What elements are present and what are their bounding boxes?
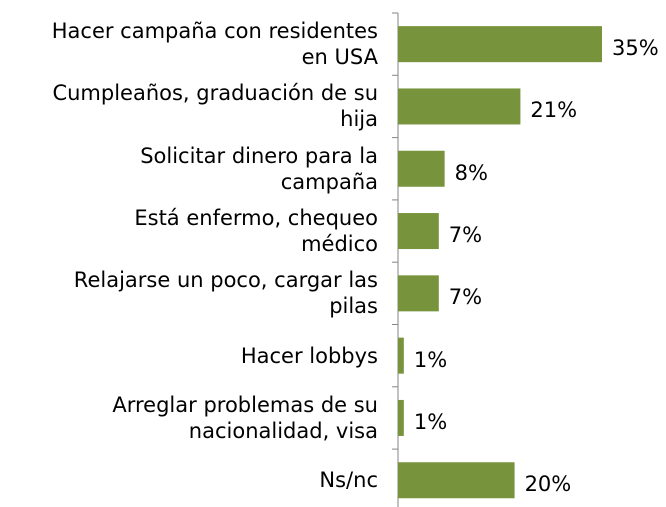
bar (398, 462, 515, 499)
bar (398, 275, 439, 312)
category-label: Ns/nc (319, 468, 378, 493)
data-label: 20% (524, 472, 572, 497)
bar (398, 337, 404, 374)
category-label: Está enfermo, chequeo médico (134, 206, 378, 257)
bar (398, 213, 439, 250)
data-label: 35% (612, 36, 659, 61)
data-label: 21% (530, 98, 578, 123)
data-label: 1% (413, 347, 448, 372)
category-label: Cumpleaños, graduación de su hija (52, 81, 378, 132)
bar (398, 399, 404, 436)
bar (398, 88, 521, 125)
data-label: 8% (454, 160, 488, 185)
category-label: Relajarse un poco, cargar las pilas (73, 268, 378, 319)
bar (398, 26, 602, 63)
category-label: Hacer lobbys (240, 343, 378, 368)
data-label: 1% (413, 409, 448, 434)
category-label: Hacer campaña con residentes en USA (51, 19, 378, 70)
category-label: Solicitar dinero para la campaña (140, 143, 378, 194)
data-label: 7% (448, 285, 483, 310)
data-label: 7% (448, 223, 483, 248)
bar (398, 150, 445, 187)
category-label: Arreglar problemas de su nacionalidad, v… (112, 392, 378, 443)
